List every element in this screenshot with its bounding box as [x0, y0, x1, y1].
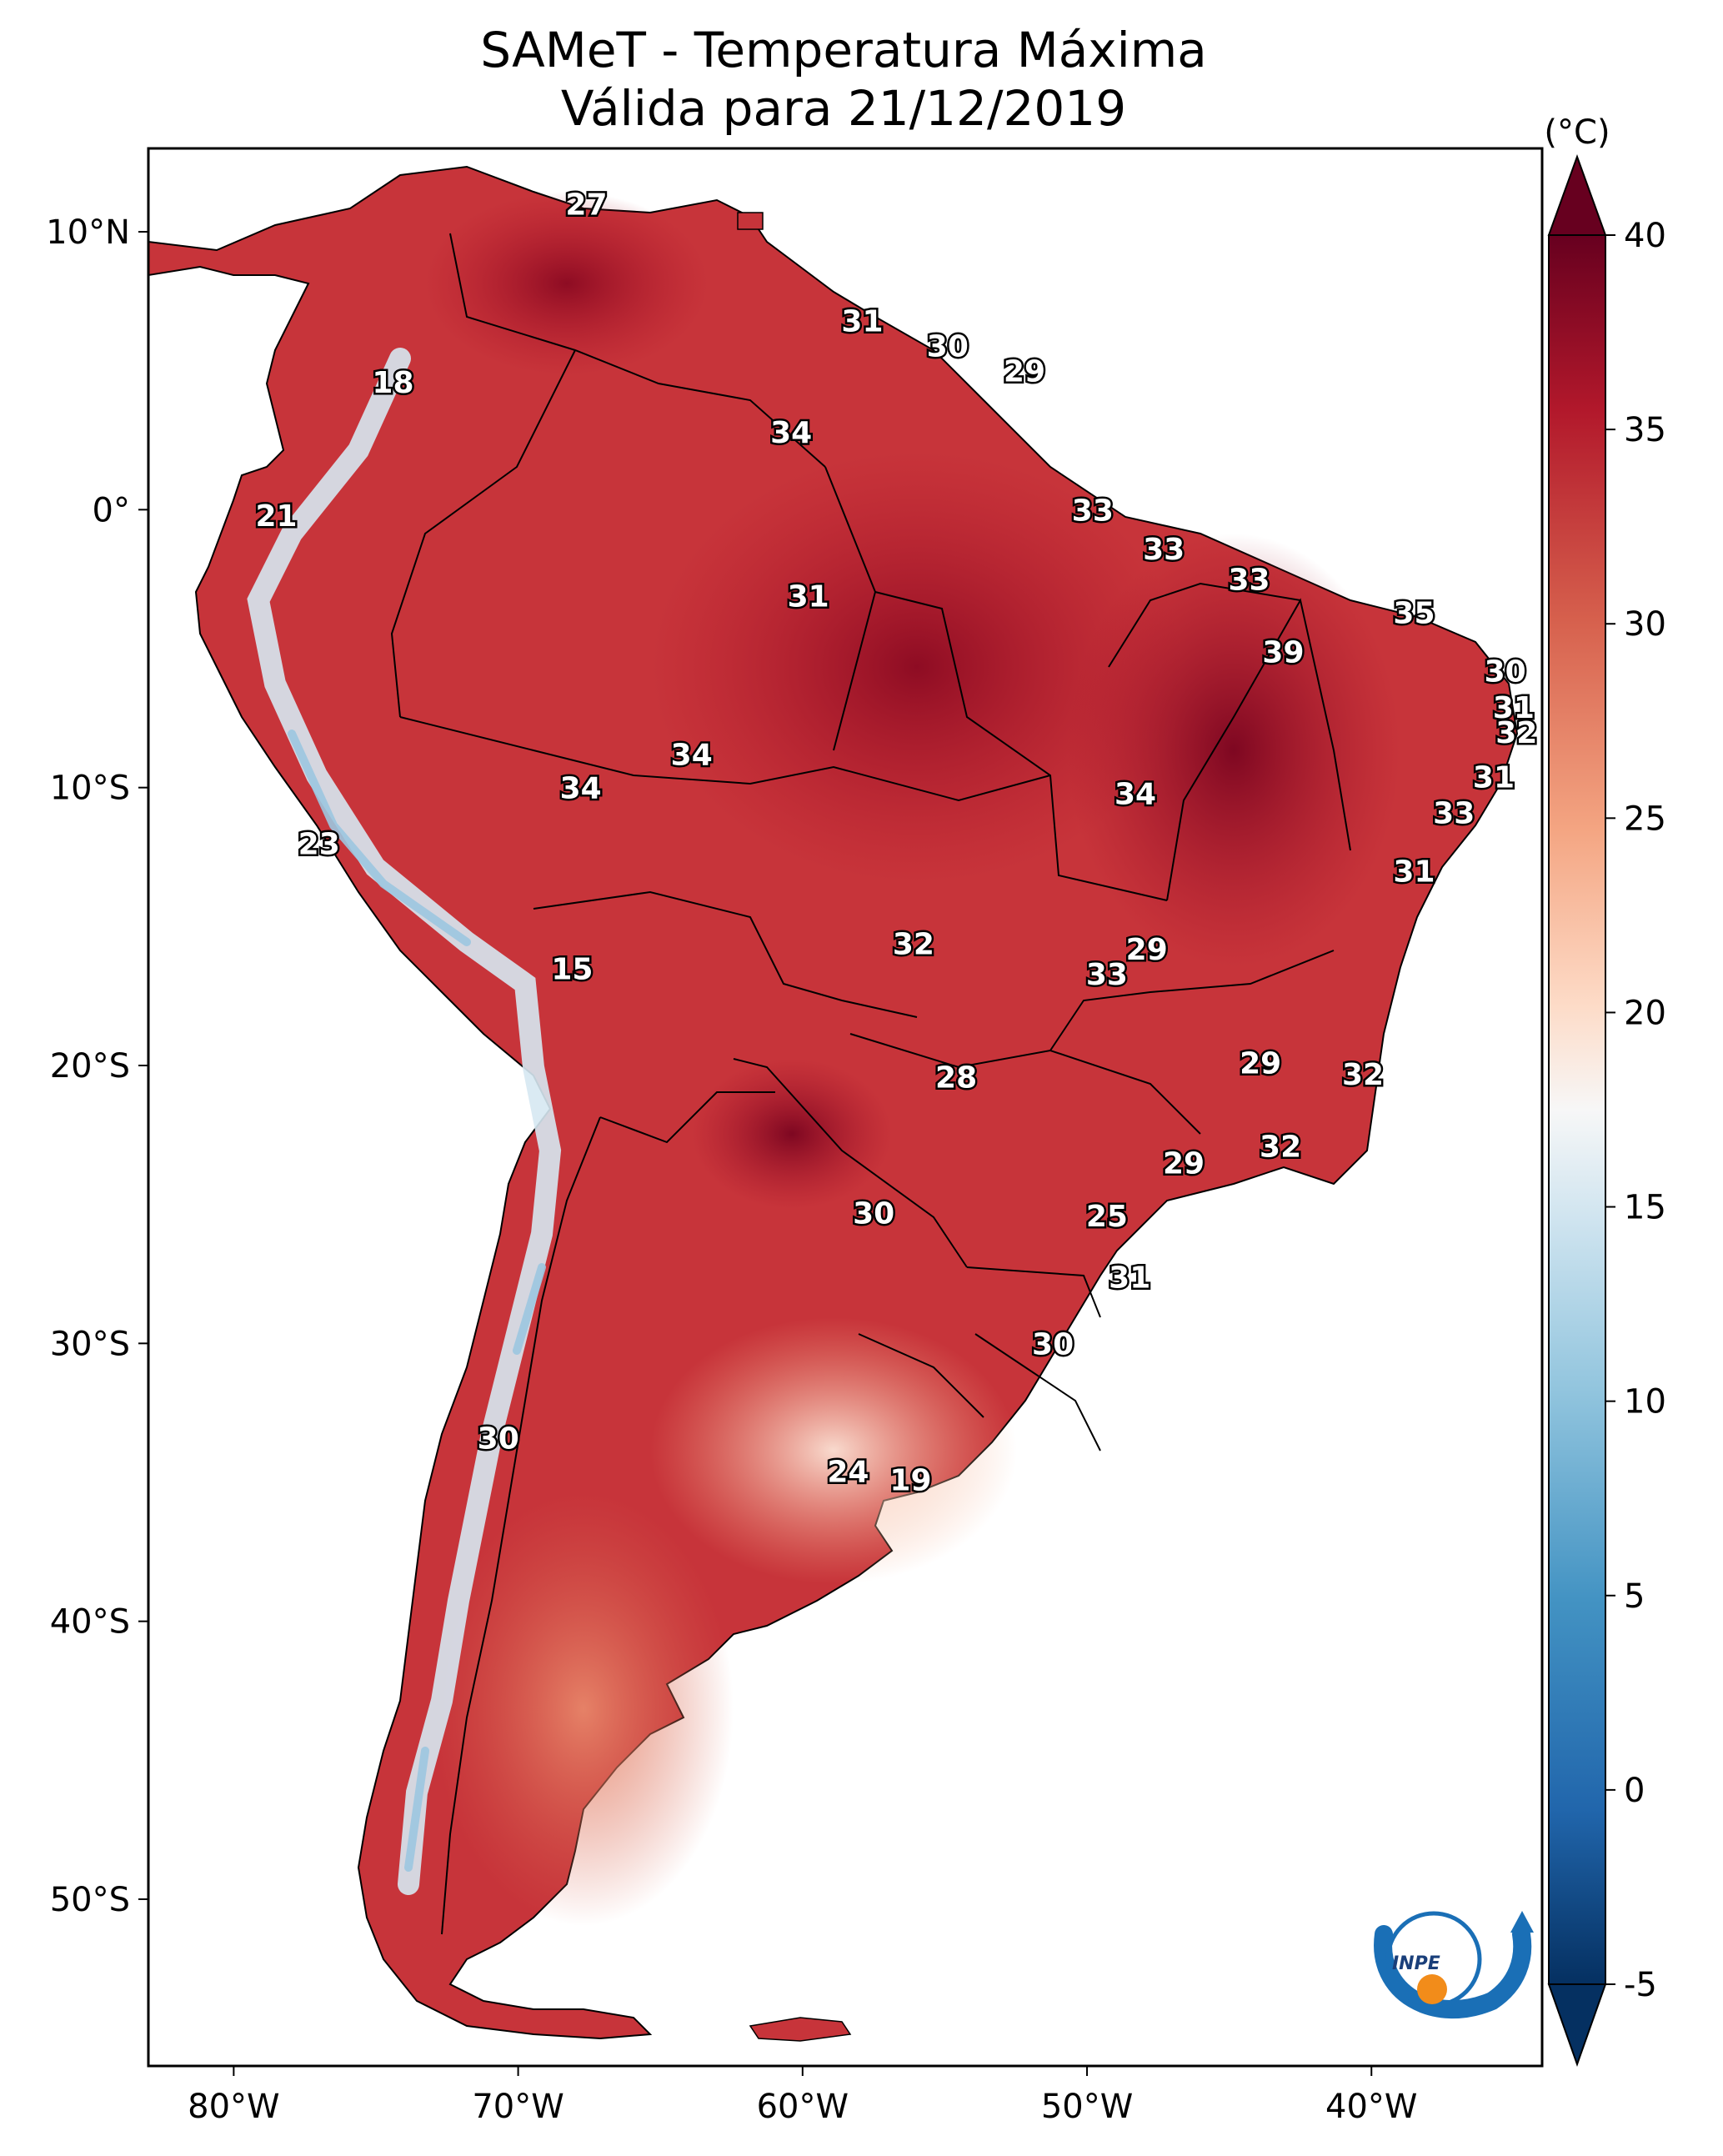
colorbar-gradient	[1548, 234, 1606, 1985]
temperature-label: 34	[671, 739, 713, 773]
temperature-label: 32	[1342, 1058, 1384, 1092]
hot-region-paraguay	[692, 1059, 892, 1209]
temperature-label: 32	[893, 927, 934, 961]
inpe-logo-arrow-icon	[1510, 1911, 1534, 1933]
temperature-label: 29	[1163, 1147, 1205, 1181]
temperature-label: 35	[1393, 597, 1435, 631]
andes-blue-core	[288, 730, 546, 1872]
map-title-line1: SAMeT - Temperatura Máxima	[480, 22, 1207, 78]
temperature-label: 33	[1072, 494, 1114, 528]
map-frame	[147, 147, 1544, 2068]
colorbar-tick-label: 0	[1624, 1772, 1645, 1810]
temperature-field	[148, 165, 1519, 2042]
colorbar-tick-label: 20	[1624, 994, 1666, 1032]
map-area: 80°W 70°W 60°W 50°W 40°W 10°N 0° 10°S 20°S 30°S 4…	[46, 147, 1544, 2126]
temperature-label: 27	[565, 188, 607, 223]
lon-tick-label: 80°W	[188, 2088, 279, 2126]
mild-region-patagonia	[433, 1492, 734, 1926]
temperature-label: 30	[478, 1422, 519, 1457]
longitude-ticks: 80°W 70°W 60°W 50°W 40°W	[188, 2066, 1417, 2126]
colorbar: (°C) 40 35 30 25 20 15 10 5 0 -5	[1544, 113, 1666, 2067]
temperature-label: 29	[1004, 355, 1045, 389]
colorbar-unit: (°C)	[1544, 113, 1610, 152]
lat-tick-label: 10°N	[46, 213, 130, 252]
temperature-label: 29	[1126, 933, 1168, 967]
colorbar-tick-label: 40	[1624, 217, 1666, 255]
temperature-label: 18	[372, 366, 413, 400]
temperature-label: 34	[1114, 777, 1156, 811]
temperature-label: 25	[1086, 1200, 1128, 1234]
temperature-label: 21	[255, 499, 297, 534]
colorbar-tick-label: 25	[1624, 800, 1666, 838]
colorbar-tick-label: 10	[1624, 1383, 1666, 1421]
temperature-label: 30	[1032, 1327, 1074, 1361]
colorbar-min-extension	[1547, 1983, 1607, 2067]
temperature-label: 31	[1109, 1261, 1150, 1295]
temperature-label: 34	[560, 772, 602, 806]
colorbar-tick-label: 5	[1624, 1577, 1645, 1616]
temperature-label: 15	[551, 952, 593, 986]
lon-tick-label: 70°W	[472, 2088, 563, 2126]
colorbar-max-extension	[1547, 154, 1607, 236]
temperature-label: 31	[1493, 691, 1535, 725]
temperature-label: 23	[298, 827, 340, 861]
temperature-label: 31	[1393, 855, 1435, 890]
colorbar-tick-label: 15	[1624, 1189, 1666, 1227]
andes-cold-strip	[247, 348, 562, 1895]
lat-tick-label: 50°S	[50, 1881, 130, 1919]
lat-tick-label: 30°S	[50, 1325, 130, 1363]
colorbar-tick-label: 30	[1624, 605, 1666, 644]
inpe-logo-sun	[1417, 1974, 1447, 2004]
temperature-label: 39	[1262, 635, 1304, 669]
temperature-label: 33	[1086, 958, 1128, 992]
lat-tick-label: 40°S	[50, 1603, 130, 1642]
mild-region-pampas	[650, 1317, 1017, 1584]
temperature-label: 33	[1228, 564, 1270, 598]
political-borders	[390, 233, 1351, 1935]
temperature-label: 31	[841, 305, 883, 339]
temperature-label: 29	[1240, 1047, 1281, 1081]
lon-tick-label: 50°W	[1041, 2088, 1133, 2126]
colorbar-ticks: 40 35 30 25 20 15 10 5 0 -5	[1605, 217, 1666, 2004]
lon-tick-label: 40°W	[1325, 2088, 1417, 2126]
temperature-label: 33	[1143, 533, 1185, 567]
temperature-label: 24	[827, 1456, 869, 1490]
latitude-ticks: 10°N 0° 10°S 20°S 30°S 40°S 50°S	[46, 213, 148, 1919]
temperature-label: 32	[1495, 716, 1537, 750]
map-title-line2: Válida para 21/12/2019	[561, 80, 1126, 137]
lat-tick-label: 20°S	[50, 1047, 130, 1086]
colorbar-tick-label: 35	[1624, 411, 1666, 449]
temperature-label: 19	[889, 1464, 931, 1498]
temperature-label: 31	[1473, 760, 1515, 795]
inpe-logo-text: INPE	[1392, 1953, 1440, 1974]
temperature-label: 30	[853, 1197, 894, 1231]
temperature-label: 31	[788, 580, 829, 614]
inpe-logo: INPE	[1374, 1911, 1534, 2018]
inpe-logo-ring	[1385, 1911, 1482, 2008]
temperature-label: 34	[770, 416, 812, 450]
lat-tick-label: 0°	[93, 491, 130, 529]
lat-tick-label: 10°S	[50, 770, 130, 808]
temperature-label: 33	[1433, 797, 1475, 831]
temperature-label: 28	[935, 1060, 977, 1095]
lon-tick-label: 60°W	[757, 2088, 849, 2126]
hot-region-northeast	[1067, 534, 1400, 967]
temperature-label: 30	[1485, 655, 1526, 689]
islands	[737, 212, 852, 2042]
colorbar-tick-label: -5	[1624, 1966, 1657, 2004]
temperature-label: 30	[927, 330, 969, 364]
hot-region-venezuela	[425, 192, 709, 375]
temperature-label: 32	[1260, 1131, 1301, 1165]
